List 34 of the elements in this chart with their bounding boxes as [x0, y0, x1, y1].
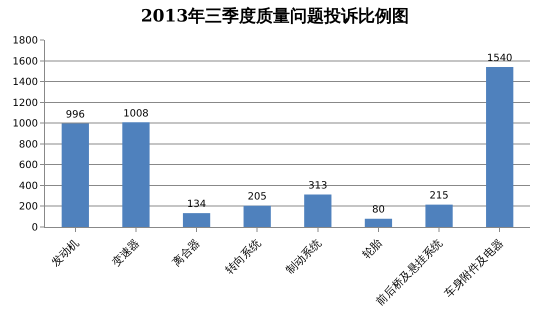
y-tick-label: 1400	[12, 77, 38, 88]
y-tick-label: 0	[32, 222, 38, 234]
data-label: 1008	[123, 108, 149, 120]
bar	[182, 213, 210, 227]
x-tick-label: 变速器	[109, 236, 142, 270]
y-tick-label: 1200	[12, 98, 38, 109]
y-tick-label: 1800	[12, 36, 38, 46]
x-tick-label: 离合器	[170, 236, 203, 270]
x-tick-label: 轮胎	[360, 236, 384, 262]
bar	[425, 204, 453, 227]
y-tick-label: 600	[18, 160, 38, 172]
y-tick-label: 400	[18, 180, 38, 192]
data-label: 80	[372, 204, 385, 216]
x-tick-label: 制动系统	[284, 236, 324, 277]
data-label: 313	[308, 180, 328, 192]
data-label: 996	[66, 110, 85, 121]
y-tick-label: 1000	[12, 118, 38, 130]
chart-title: 2013年三季度质量问题投诉比例图	[140, 6, 410, 27]
bar	[244, 206, 271, 227]
y-tick-label: 800	[18, 139, 38, 150]
data-label: 1540	[486, 53, 512, 64]
bar	[304, 194, 332, 227]
data-label: 134	[187, 199, 206, 210]
y-tick-label: 1600	[12, 56, 38, 68]
bar	[364, 218, 392, 227]
bar	[122, 122, 150, 227]
data-label: 205	[248, 192, 267, 203]
x-tick-label: 转向系统	[222, 236, 264, 277]
bar	[62, 124, 89, 227]
x-tick-label: 发动机	[48, 236, 82, 270]
y-tick-label: 200	[18, 202, 38, 213]
x-tick-label: 车身附件及电器	[442, 236, 506, 300]
bar	[486, 67, 514, 227]
data-label: 215	[430, 190, 449, 202]
